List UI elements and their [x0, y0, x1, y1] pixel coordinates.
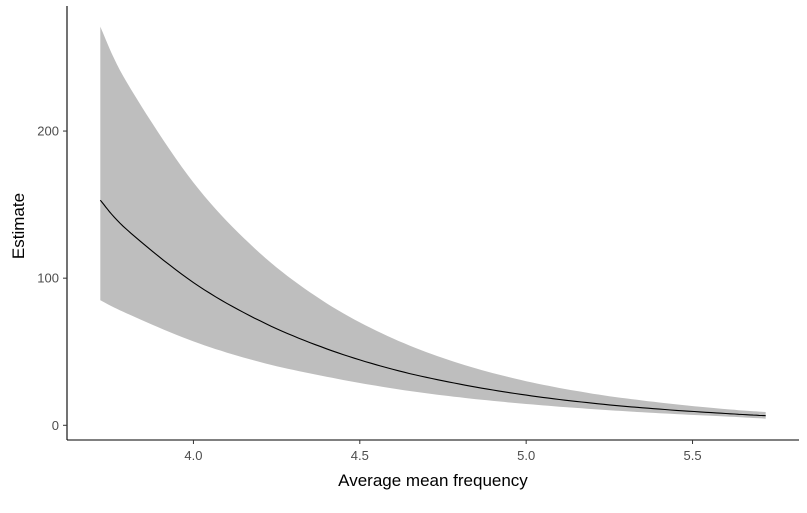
x-axis-title: Average mean frequency	[338, 471, 528, 490]
x-tick-label: 5.5	[683, 448, 701, 463]
x-axis-ticks: 4.0 4.5 5.0 5.5	[184, 440, 702, 463]
y-axis-title: Estimate	[9, 193, 28, 259]
y-axis-ticks: 0 100 200	[37, 124, 67, 433]
y-tick-label: 200	[37, 124, 59, 139]
axes	[66, 6, 799, 441]
y-tick-label: 0	[52, 418, 59, 433]
confidence-ribbon-layer	[100, 26, 766, 419]
x-tick-label: 5.0	[517, 448, 535, 463]
y-tick-label: 100	[37, 271, 59, 286]
confidence-ribbon	[100, 26, 766, 419]
estimate-line	[99, 199, 766, 417]
x-tick-label: 4.0	[184, 448, 202, 463]
x-tick-label: 4.5	[351, 448, 369, 463]
estimate-line-layer	[99, 199, 766, 417]
